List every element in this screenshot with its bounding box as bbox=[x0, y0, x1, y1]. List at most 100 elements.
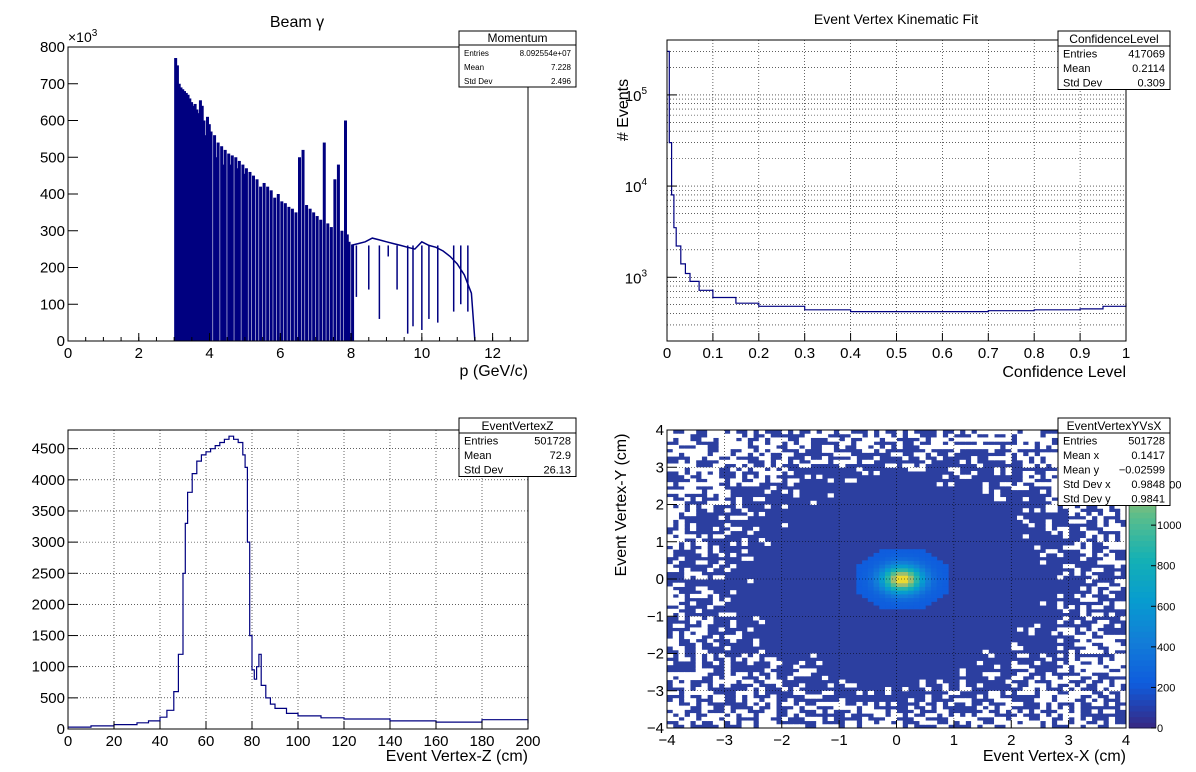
p4-empty-cell bbox=[1005, 705, 1012, 710]
p1-bar bbox=[326, 223, 330, 341]
p4-cell bbox=[862, 579, 869, 584]
p4-empty-cell bbox=[1028, 690, 1035, 695]
p4-empty-cell bbox=[798, 713, 806, 718]
p4-empty-cell bbox=[1085, 534, 1093, 539]
p4-empty-cell bbox=[816, 433, 823, 438]
p4-empty-cell bbox=[850, 705, 857, 710]
p4-empty-cell bbox=[1085, 649, 1093, 654]
p4-empty-cell bbox=[890, 716, 897, 722]
p4-empty-cell bbox=[1103, 590, 1110, 595]
p4-empty-cell bbox=[896, 724, 903, 729]
p4-empty-cell bbox=[879, 701, 886, 707]
p4-empty-cell bbox=[678, 470, 685, 476]
p4-cell bbox=[907, 590, 915, 595]
p4-empty-cell bbox=[730, 526, 737, 532]
p4-empty-cell bbox=[770, 467, 777, 472]
p4-empty-cell bbox=[712, 716, 720, 722]
p4-empty-cell bbox=[672, 500, 679, 505]
p4-empty-cell bbox=[1085, 657, 1093, 662]
p4-empty-cell bbox=[667, 523, 674, 528]
p1-bar bbox=[322, 142, 326, 341]
p4-empty-cell bbox=[1108, 687, 1116, 692]
stats-value: 72.9 bbox=[550, 450, 571, 462]
p4-empty-cell bbox=[701, 452, 708, 457]
p4-empty-cell bbox=[701, 549, 708, 554]
p4-empty-cell bbox=[753, 683, 760, 688]
p4-empty-cell bbox=[701, 474, 708, 479]
p4-empty-cell bbox=[724, 493, 731, 498]
p4-empty-cell bbox=[942, 437, 949, 442]
p4-empty-cell bbox=[695, 444, 702, 450]
p4-empty-cell bbox=[1057, 720, 1064, 725]
p4-empty-cell bbox=[701, 623, 708, 628]
p4-cell bbox=[902, 601, 909, 606]
p4-palette-step bbox=[1129, 529, 1156, 536]
p4-empty-cell bbox=[885, 716, 892, 722]
p4-cell bbox=[873, 556, 880, 561]
p4-cell bbox=[907, 586, 915, 591]
p4-cell bbox=[885, 597, 892, 602]
p2-xtick-label: 0.3 bbox=[794, 345, 815, 362]
p4-empty-cell bbox=[999, 720, 1007, 725]
p4-empty-cell bbox=[1039, 683, 1047, 688]
p4-empty-cell bbox=[707, 437, 714, 442]
p4-empty-cell bbox=[1011, 709, 1018, 714]
p4-empty-cell bbox=[678, 623, 685, 628]
p4-empty-cell bbox=[948, 720, 955, 725]
p2-grid bbox=[666, 39, 1127, 341]
p4-empty-cell bbox=[982, 482, 989, 487]
p4-cell bbox=[902, 552, 909, 558]
p4-cell bbox=[885, 552, 892, 558]
p4-empty-cell bbox=[999, 716, 1007, 722]
p4-empty-cell bbox=[787, 482, 794, 487]
p4-empty-cell bbox=[1034, 675, 1041, 681]
p4-cell bbox=[930, 586, 938, 591]
stats-value: 0.309 bbox=[1137, 78, 1165, 90]
p4-empty-cell bbox=[753, 672, 760, 677]
p4-cell bbox=[879, 575, 886, 580]
p4-cell bbox=[930, 593, 938, 599]
p4-empty-cell bbox=[821, 430, 829, 435]
p4-empty-cell bbox=[810, 705, 817, 710]
p4-empty-cell bbox=[747, 690, 754, 695]
p4-palette-step bbox=[1129, 546, 1156, 553]
p4-empty-cell bbox=[1005, 459, 1012, 465]
p4-cell bbox=[896, 590, 903, 595]
p4-empty-cell bbox=[953, 690, 961, 695]
p4-empty-cell bbox=[758, 724, 766, 729]
p2-ytick-label: 104 bbox=[625, 177, 648, 196]
p4-empty-cell bbox=[1120, 657, 1127, 662]
p4-cell bbox=[885, 586, 892, 591]
p4-empty-cell bbox=[1091, 660, 1098, 666]
p4-empty-cell bbox=[971, 444, 978, 450]
p4-empty-cell bbox=[735, 515, 743, 520]
p1-bar bbox=[344, 120, 347, 341]
p4-empty-cell bbox=[982, 489, 989, 494]
p4-palette-step bbox=[1129, 603, 1156, 610]
p4-empty-cell bbox=[890, 701, 897, 707]
p4-empty-cell bbox=[907, 463, 915, 468]
p4-empty-cell bbox=[724, 459, 731, 465]
p1-bar bbox=[174, 58, 178, 342]
p1-bar bbox=[183, 91, 186, 341]
p4-empty-cell bbox=[701, 534, 708, 539]
p4-empty-cell bbox=[678, 556, 685, 561]
p4-empty-cell bbox=[701, 593, 708, 599]
p4-empty-cell bbox=[1005, 720, 1012, 725]
p4-empty-cell bbox=[821, 701, 829, 707]
p4-empty-cell bbox=[689, 616, 697, 621]
p4-empty-cell bbox=[1028, 463, 1035, 468]
p4-empty-cell bbox=[672, 679, 679, 684]
p4-empty-cell bbox=[1085, 664, 1093, 669]
p4-cell bbox=[862, 564, 869, 569]
p4-empty-cell bbox=[873, 713, 880, 718]
p4-empty-cell bbox=[1045, 526, 1052, 532]
p4-empty-cell bbox=[1016, 482, 1024, 487]
p4-empty-cell bbox=[1120, 694, 1127, 699]
p4-empty-cell bbox=[1057, 638, 1064, 643]
p4-empty-cell bbox=[724, 675, 731, 681]
p4-empty-cell bbox=[821, 675, 829, 681]
p4-palette-step bbox=[1129, 563, 1156, 570]
p4-empty-cell bbox=[1062, 526, 1070, 532]
p4-empty-cell bbox=[999, 430, 1007, 435]
